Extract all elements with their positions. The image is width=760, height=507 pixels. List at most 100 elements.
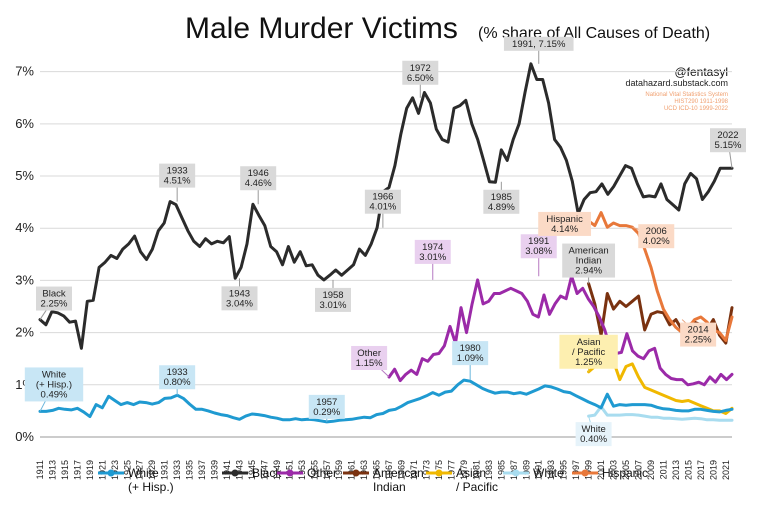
legend-item: Other — [277, 466, 337, 480]
legend-marker — [286, 469, 294, 477]
x-tick-label: 2005 — [621, 460, 631, 480]
x-tick-label: 1915 — [60, 460, 70, 480]
legend-label: Other — [307, 466, 337, 480]
annotation-text: 4.89% — [488, 202, 515, 213]
x-tick-label: 1959 — [334, 460, 344, 480]
annotation-text: / Pacific — [572, 347, 606, 358]
annotation: White(+ Hisp.)0.49% — [24, 367, 84, 412]
x-tick-label: 1989 — [521, 460, 531, 480]
chart-title: Male Murder Victims — [185, 12, 458, 45]
series-line — [38, 378, 734, 424]
x-tick-label: 1967 — [384, 460, 394, 480]
annotation-text: 2006 — [646, 226, 667, 237]
annotation-box — [680, 322, 717, 347]
annotation-text: 1946 — [248, 168, 269, 179]
annotation-text: 3.01% — [320, 300, 347, 311]
annotation-text: White — [581, 424, 605, 435]
legend-label: Black — [252, 466, 282, 480]
credit-site: datahazard.substack.com — [625, 78, 728, 88]
annotation-box — [221, 286, 258, 311]
x-tick-label: 1935 — [185, 460, 195, 480]
annotation-text: 1.25% — [575, 357, 602, 368]
x-tick-label: 1931 — [160, 460, 170, 480]
credit-source-2: HIST290 1911-1998 — [674, 99, 728, 105]
annotation-text: 4.51% — [164, 176, 191, 187]
x-tick-label: 1997 — [571, 460, 581, 480]
annotation-text: 1972 — [410, 63, 431, 74]
annotation-text: 1.09% — [457, 353, 484, 364]
x-tick-label: 1963 — [359, 460, 369, 480]
annotation-text: 1.15% — [356, 358, 383, 369]
x-tick-label: 1993 — [546, 460, 556, 480]
annotation-box — [452, 341, 489, 366]
annotation-text: 1933 — [167, 367, 188, 378]
x-tick-label: 1991 — [534, 460, 544, 480]
x-tick-label: 1979 — [459, 460, 469, 480]
annotation-box — [559, 334, 618, 369]
legend-label: Asian — [456, 466, 486, 480]
annotation-text: 1985 — [491, 192, 512, 203]
x-tick-label: 1927 — [135, 460, 145, 480]
x-tick-label: 1917 — [72, 460, 82, 480]
annotation-text: 4.02% — [643, 236, 670, 247]
annotation-text: 3.04% — [226, 298, 253, 309]
legend-label: Indian — [373, 480, 406, 494]
y-tick-label: 2% — [15, 325, 34, 340]
annotation-text: 1957 — [316, 397, 337, 408]
annotation-box — [503, 36, 574, 51]
x-tick-label: 1949 — [272, 460, 282, 480]
legend-marker — [352, 469, 360, 477]
legend-item: White(+ Hisp.) — [98, 466, 174, 494]
annotation-text: 2014 — [688, 325, 709, 336]
x-tick-label: 1955 — [309, 460, 319, 480]
x-tick-label: 1965 — [372, 460, 382, 480]
legend-marker — [581, 469, 589, 477]
x-tick-label: 1943 — [234, 460, 244, 480]
annotation-text: Black — [42, 289, 65, 300]
annotation-text: 2.25% — [41, 299, 68, 310]
x-tick-label: 1999 — [584, 460, 594, 480]
x-tick-label: 1937 — [197, 460, 207, 480]
y-tick-label: 7% — [15, 64, 34, 79]
series-line — [38, 62, 734, 350]
annotation-box — [562, 243, 616, 278]
annotation-text: Other — [357, 348, 381, 359]
legend-marker — [107, 469, 115, 477]
legend-label: / Pacific — [456, 480, 498, 494]
annotation-text: 1958 — [322, 290, 343, 301]
series-line — [387, 274, 734, 387]
legend-label: White — [533, 466, 564, 480]
x-tick-label: 1961 — [347, 460, 357, 480]
x-tick-label: 1983 — [484, 460, 494, 480]
x-tick-label: 1973 — [422, 460, 432, 480]
annotation-box — [710, 128, 746, 153]
annotation-text: 5.15% — [715, 140, 742, 151]
annotation-text: 3.08% — [525, 246, 552, 257]
legend-label: American — [373, 466, 424, 480]
annotation-text: American — [569, 246, 609, 257]
annotation-box — [483, 189, 520, 214]
y-tick-label: 3% — [15, 272, 34, 287]
annotation-text: 2022 — [717, 130, 738, 141]
legend-item: White — [503, 466, 564, 480]
annotation-box — [575, 422, 612, 447]
annotation-box — [159, 163, 196, 188]
x-tick-label: 2007 — [633, 460, 643, 480]
x-tick-label: 1919 — [85, 460, 95, 480]
